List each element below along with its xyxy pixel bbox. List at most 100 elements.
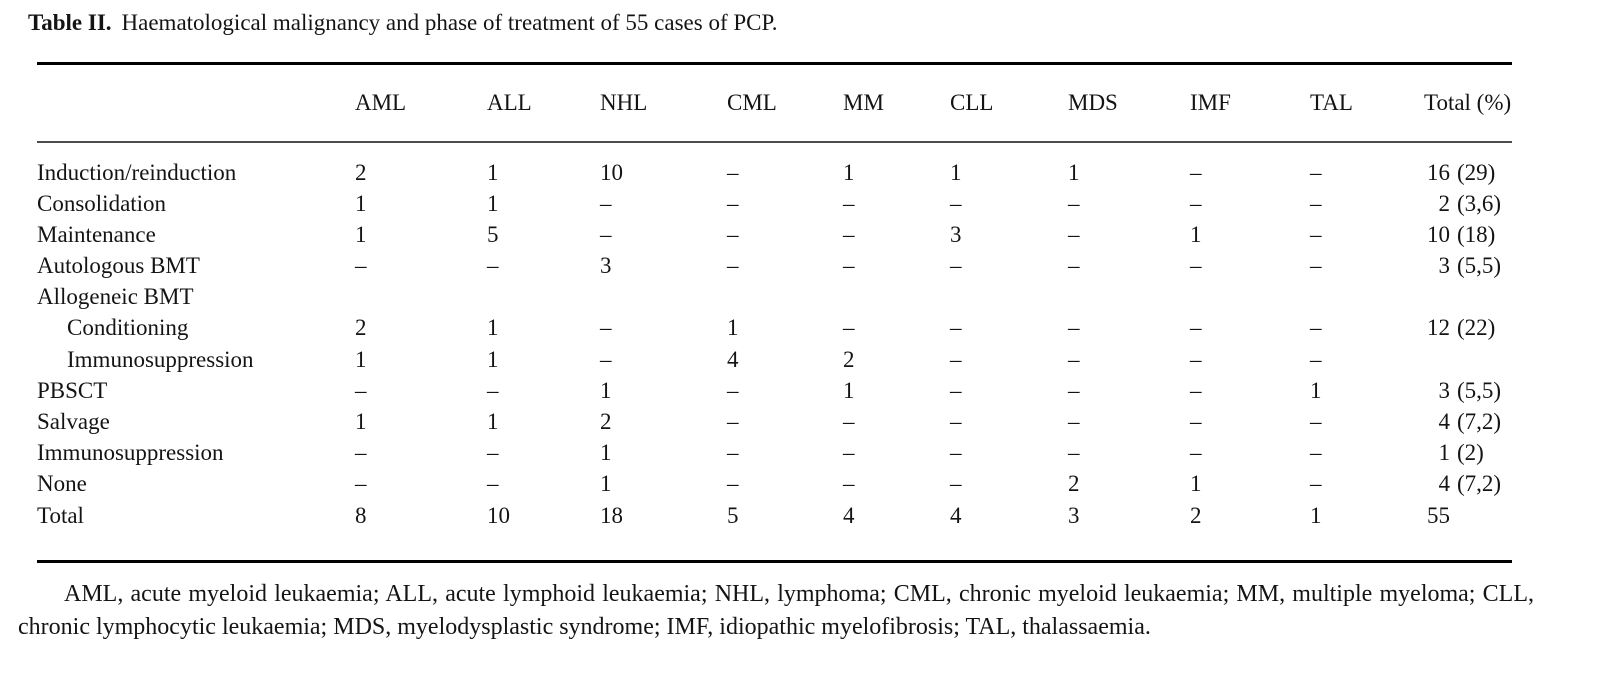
cell-total: 10 (18) (1427, 221, 1496, 247)
cell-value: 1 (487, 346, 499, 372)
cell-total: 3 (5,5) (1438, 377, 1502, 403)
cell-value: 8 (355, 502, 367, 528)
cell-value: 1 (487, 409, 499, 434)
cell-value: 4 (950, 502, 962, 528)
cell-value: – (355, 253, 367, 279)
cell-value: 1 (487, 159, 499, 185)
cell-value: – (1190, 159, 1202, 185)
row-label: Total (37, 502, 84, 528)
cell-value: – (950, 190, 962, 216)
cell-value: 1 (487, 315, 499, 341)
row-label: Immunosuppression (67, 346, 254, 372)
cell-value: 1 (1310, 377, 1322, 403)
cell-value: – (727, 409, 739, 434)
cell-value: – (487, 253, 499, 279)
cell-total: 1 (2) (1438, 440, 1484, 466)
table-row: Autologous BMT – – 3 – – – – – – 3 (5,5) (37, 250, 1512, 281)
cell-value: – (1068, 315, 1080, 341)
cell-value: – (487, 440, 499, 466)
row-label: Maintenance (37, 221, 156, 247)
cell-value: 10 (600, 159, 623, 185)
cell-value: 3 (600, 253, 612, 279)
row-label: Salvage (37, 409, 110, 434)
cell-value: – (950, 346, 962, 372)
cell-value: – (727, 440, 739, 466)
cell-value: – (1310, 409, 1322, 434)
cell-total: 12 (22) (1427, 315, 1496, 341)
table-header-row: AML ALL NHL CML MM CLL MDS IMF TAL Total… (37, 65, 1512, 141)
cell-value: – (843, 440, 855, 466)
column-header-cll: CLL (950, 90, 994, 115)
cell-value: – (355, 377, 367, 403)
cell-value: 2 (600, 409, 612, 434)
column-header-tal: TAL (1310, 90, 1353, 115)
cell-value: – (727, 221, 739, 247)
cell-value: 1 (727, 315, 739, 341)
cell-value: 3 (950, 221, 962, 247)
table-caption: Haematological malignancy and phase of t… (121, 10, 778, 35)
cell-value: 1 (950, 159, 962, 185)
cell-value: – (1190, 409, 1202, 434)
column-header-aml: AML (355, 90, 407, 115)
cell-value: 1 (1310, 502, 1322, 528)
cell-value: – (1310, 190, 1322, 216)
table-row: Consolidation 1 1 – – – – – – – 2 (3,6) (37, 188, 1512, 219)
table-row: Conditioning 2 1 – 1 – – – – – 12 (22) (37, 312, 1512, 343)
cell-value: 1 (487, 190, 499, 216)
cell-value: – (355, 440, 367, 466)
column-header-mm: MM (843, 90, 884, 115)
cell-value: – (600, 190, 612, 216)
column-header-mds: MDS (1068, 90, 1118, 115)
cell-value: 5 (727, 502, 739, 528)
cell-value: – (950, 377, 962, 403)
cell-value: – (1310, 253, 1322, 279)
cell-value: 2 (1068, 471, 1080, 497)
cell-value: – (1190, 346, 1202, 372)
column-header-nhl: NHL (600, 90, 648, 115)
cell-value: 4 (727, 346, 739, 372)
column-header-cml: CML (727, 90, 777, 115)
cell-value: – (1310, 221, 1322, 247)
table-row: Immunosuppression 1 1 – 4 2 – – – – (37, 344, 1512, 375)
row-label: Consolidation (37, 190, 167, 216)
cell-value: – (1190, 440, 1202, 466)
row-label: Immunosuppression (37, 440, 224, 466)
cell-value: 5 (487, 221, 499, 247)
cell-total (1424, 344, 1512, 375)
cell-value: – (1310, 346, 1322, 372)
cell-value: – (727, 471, 739, 497)
table-row: Salvage 1 1 2 – – – – – – 4 (7,2) (37, 406, 1512, 437)
table-row: None – – 1 – – – 2 1 – 4 (7,2) (37, 468, 1512, 499)
cell-value: – (727, 377, 739, 403)
cell-value: – (487, 471, 499, 497)
bottom-rule (37, 559, 1512, 564)
cell-value: – (600, 221, 612, 247)
cell-value: – (843, 253, 855, 279)
cell-value: – (1190, 253, 1202, 279)
cell-value: 1 (843, 377, 855, 403)
column-header-all: ALL (487, 90, 532, 115)
cell-value: – (727, 159, 739, 185)
cell-value: 1 (600, 377, 612, 403)
cell-value: – (1068, 253, 1080, 279)
cell-value: 18 (600, 502, 623, 528)
cell-value: – (600, 315, 612, 341)
cell-value: – (1068, 409, 1080, 434)
cell-value: – (950, 440, 962, 466)
table-body: Induction/reinduction 2 1 10 – 1 1 1 – – 16 (29) Con… (37, 143, 1512, 560)
cell-value: 10 (487, 502, 510, 528)
cell-value: – (1190, 315, 1202, 341)
cell-value: 1 (355, 221, 367, 247)
cell-value: 1 (600, 471, 612, 497)
cell-value: 1 (1068, 159, 1080, 185)
cell-value: – (727, 253, 739, 279)
cell-value: 1 (600, 440, 612, 466)
cell-value: – (843, 409, 855, 434)
cell-value: 4 (843, 502, 855, 528)
cell-total: 2 (3,6) (1438, 190, 1502, 216)
cell-total: 55 (1427, 502, 1450, 528)
cell-value: – (727, 190, 739, 216)
cell-total (1424, 281, 1512, 312)
row-label: Conditioning (67, 315, 189, 341)
